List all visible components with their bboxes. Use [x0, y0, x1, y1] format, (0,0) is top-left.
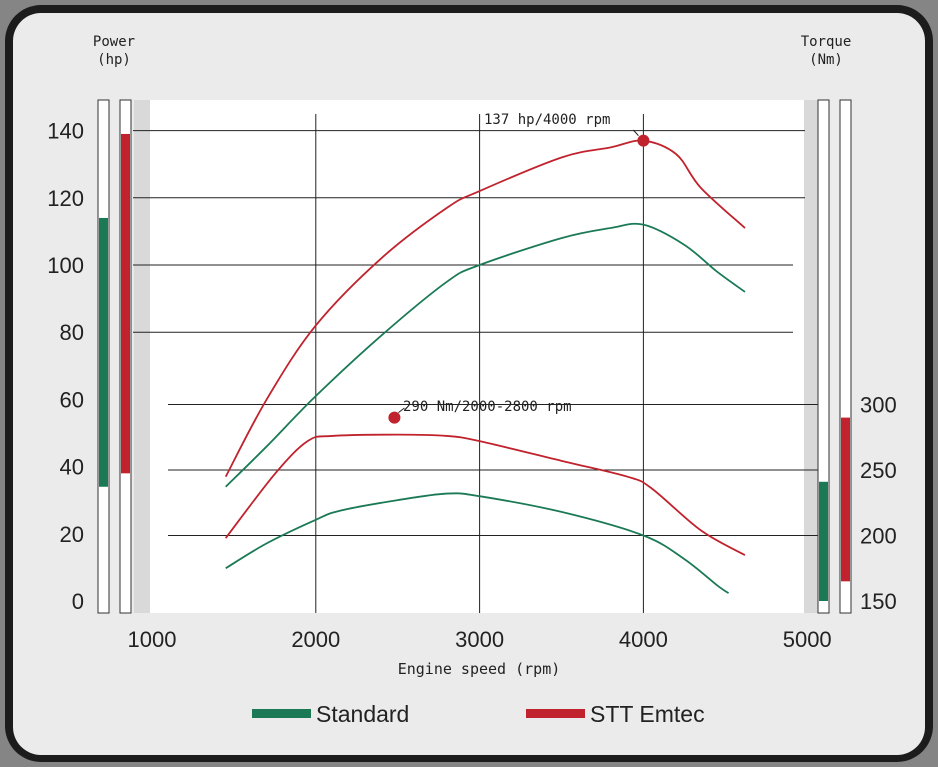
x-tick-label: 2000 — [291, 627, 340, 652]
torque-axis-title-line1: Torque — [801, 34, 852, 50]
power-tick-label: 20 — [60, 522, 84, 547]
power-tick-label: 120 — [47, 186, 84, 211]
power-tick-label: 60 — [60, 387, 84, 412]
legend-label-stt-emtec: STT Emtec — [590, 701, 705, 727]
torque-bar-stt-outline — [839, 99, 852, 614]
annotation-peak-torque: 290 Nm/2000-2800 rpm — [403, 399, 572, 415]
annotation-peak-power: 137 hp/4000 rpm — [484, 112, 610, 128]
annotation-marker — [388, 411, 401, 424]
legend-swatch-standard — [252, 709, 311, 718]
power-range-stt-emtec — [121, 133, 130, 474]
series-layer — [224, 139, 746, 594]
plot-area — [150, 100, 804, 613]
torque-range-standard — [819, 481, 828, 601]
power-tick-label: 40 — [60, 455, 84, 480]
annotation-marker — [637, 134, 650, 147]
power-tick-label: 140 — [47, 119, 84, 144]
torque-range-stt-emtec — [841, 417, 850, 582]
torque-curve-standard — [225, 492, 730, 594]
torque-tick-label: 250 — [860, 458, 897, 483]
torque-tick-label: 300 — [860, 393, 897, 418]
torque-curve-stt-emtec — [224, 433, 746, 556]
legend-label-standard: Standard — [316, 701, 409, 727]
x-axis-title: Engine speed (rpm) — [398, 660, 561, 678]
power-curve-stt-emtec — [224, 139, 746, 478]
power-tick-label: 80 — [60, 320, 84, 345]
x-tick-label: 1000 — [128, 627, 177, 652]
annotation-leader — [398, 407, 405, 413]
torque-tick-label: 150 — [860, 589, 897, 614]
torque-bar-standard-outline — [817, 99, 830, 614]
power-axis-title-line2: (hp) — [97, 52, 131, 68]
power-axis-title-line1: Power — [93, 34, 135, 50]
annotation-leader — [633, 129, 639, 137]
annotation-layer: 137 hp/4000 rpm 290 Nm/2000-2800 rpm — [388, 112, 650, 424]
torque-axis-title-line2: (Nm) — [809, 52, 843, 68]
grid-lines — [133, 114, 818, 613]
tick-label-layer: 0 20 40 60 80 100 120 140 150 200 250 300 1000 2000 30… — [47, 119, 896, 652]
torque-tick-label: 200 — [860, 524, 897, 549]
x-tick-label: 4000 — [619, 627, 668, 652]
power-tick-label: 100 — [47, 253, 84, 278]
x-tick-label: 5000 — [783, 627, 832, 652]
x-tick-label: 3000 — [455, 627, 504, 652]
power-range-standard — [99, 217, 108, 487]
legend-swatch-stt-emtec — [526, 709, 585, 718]
power-tick-label: 0 — [72, 589, 84, 614]
power-curve-standard — [225, 222, 746, 488]
